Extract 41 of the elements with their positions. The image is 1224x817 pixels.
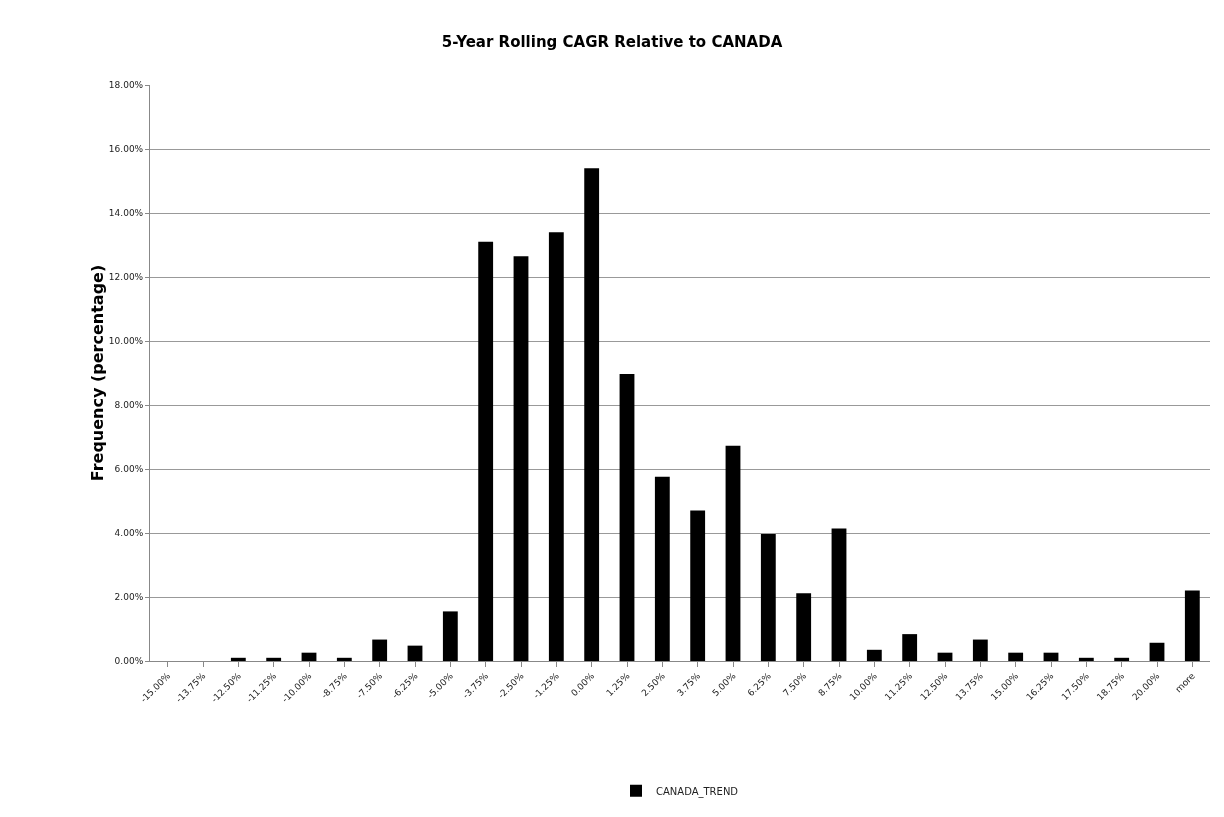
bar [1149, 642, 1165, 661]
bar [902, 634, 918, 661]
y-tick-label: 16.00% [108, 144, 144, 155]
bar [548, 232, 564, 661]
bar [1114, 657, 1130, 661]
bar [972, 639, 988, 661]
y-tick-label: 12.00% [108, 272, 144, 283]
bar [796, 593, 812, 661]
y-tick-label: 18.00% [108, 80, 144, 91]
y-axis-title: Frequency (percentage) [87, 264, 107, 482]
bar [937, 652, 953, 661]
y-tick-label: 6.00% [114, 464, 144, 475]
bar [760, 533, 776, 661]
legend-label: CANADA_TREND [656, 785, 739, 798]
bar [407, 645, 423, 661]
bar [1184, 590, 1200, 661]
bar [513, 256, 529, 661]
y-tick-label: 10.00% [108, 336, 144, 347]
bar [1043, 652, 1059, 661]
bar [442, 611, 458, 661]
y-tick-label: 14.00% [108, 208, 144, 219]
bar [1078, 657, 1094, 661]
bar [725, 445, 741, 661]
bar [831, 528, 847, 661]
bar [584, 168, 600, 661]
bar [301, 652, 317, 661]
bar [372, 639, 388, 661]
bar [619, 373, 635, 661]
bar [266, 657, 282, 661]
bar [1008, 652, 1024, 661]
bar [690, 510, 706, 661]
chart-title: 5-Year Rolling CAGR Relative to CANADA [441, 33, 783, 52]
bar [478, 241, 494, 661]
bar [654, 476, 670, 661]
bar [230, 657, 246, 661]
y-tick-label: 8.00% [114, 400, 144, 411]
bar [866, 649, 882, 661]
y-tick-label: 4.00% [114, 528, 144, 539]
y-tick-label: 0.00% [114, 656, 144, 667]
bar [336, 657, 352, 661]
y-tick-label: 2.00% [114, 592, 144, 603]
